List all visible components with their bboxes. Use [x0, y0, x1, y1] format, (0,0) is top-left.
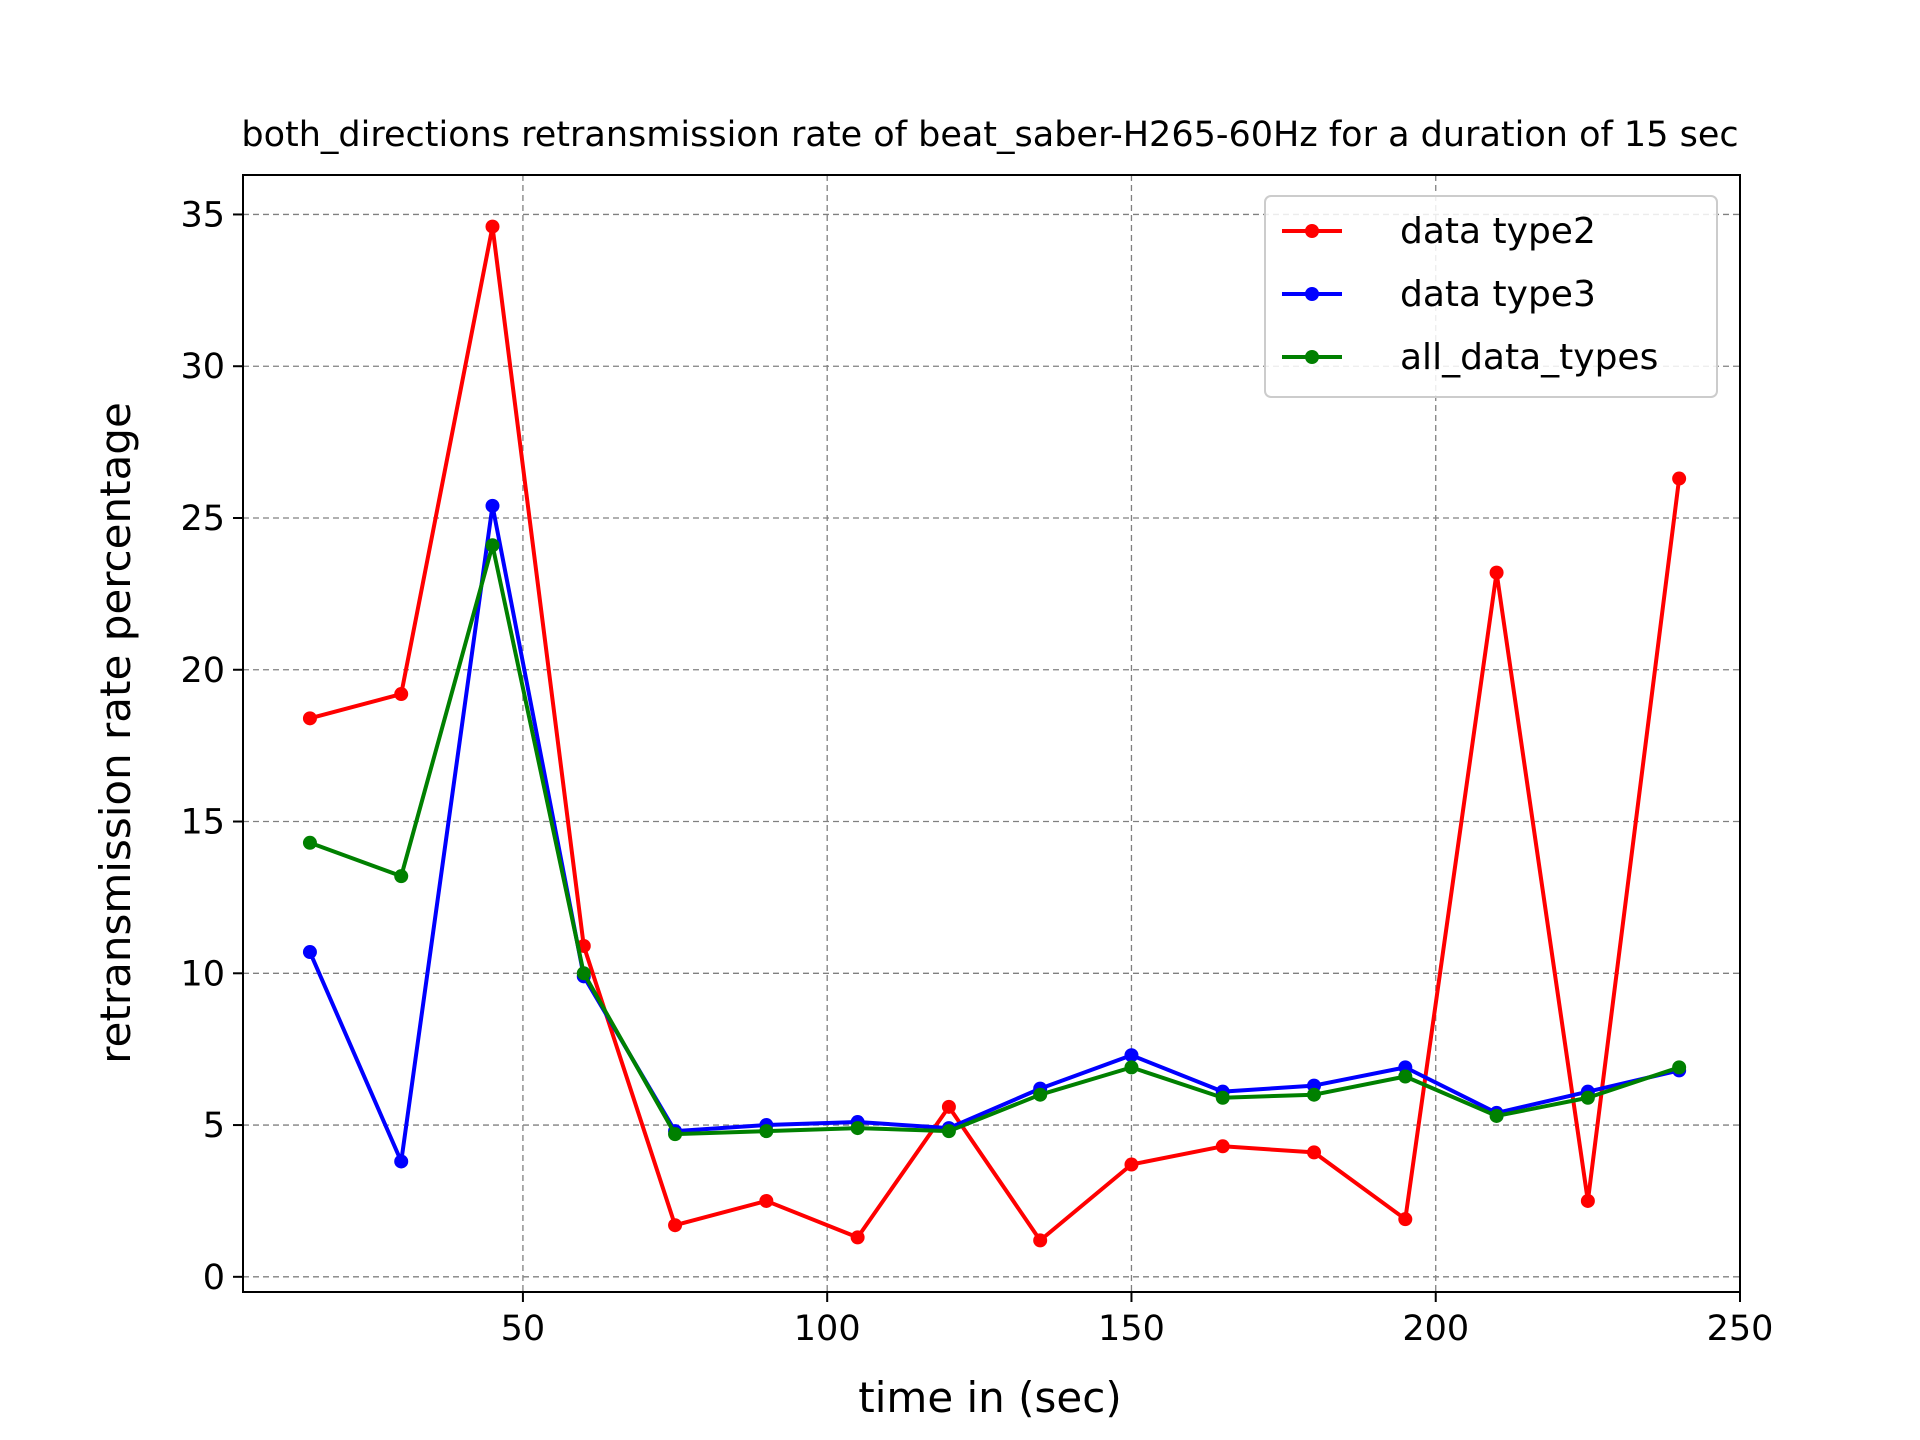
legend-swatch-marker: [1305, 350, 1319, 364]
data-point-data-type2: [1215, 1139, 1230, 1154]
y-tick-label: 25: [180, 499, 225, 539]
data-point-data-type2: [485, 219, 500, 234]
data-point-data-type2: [850, 1230, 865, 1245]
legend-label: data type3: [1400, 274, 1596, 315]
plot-frame: [242, 174, 1741, 1293]
x-tick-label: 100: [794, 1309, 861, 1349]
data-point-all-data-types: [394, 869, 409, 884]
data-point-all-data-types: [1580, 1090, 1595, 1105]
series-line-all-data-types: [309, 543, 1680, 1137]
data-point-data-type2: [941, 1099, 956, 1114]
x-tick-label: 50: [501, 1309, 546, 1349]
data-point-all-data-types: [302, 835, 317, 850]
series-line-data-type2: [309, 224, 1682, 1243]
legend-swatch-marker: [1305, 224, 1319, 238]
data-point-data-type2: [1124, 1157, 1139, 1172]
y-tick-label: 5: [203, 1106, 225, 1146]
data-point-data-type2: [759, 1193, 774, 1208]
data-point-data-type2: [1307, 1145, 1322, 1160]
data-point-data-type2: [1398, 1212, 1413, 1227]
series-all-data-types: [302, 538, 1687, 1142]
y-tick-label: 0: [203, 1258, 225, 1298]
x-tick-label: 250: [1707, 1309, 1774, 1349]
data-point-data-type2: [1489, 565, 1504, 580]
data-point-all-data-types: [941, 1124, 956, 1139]
tick-layer: 50 100 150 200 250 0 5 10 15 20 25 30 35: [180, 195, 1773, 1349]
data-point-data-type2: [394, 687, 409, 702]
data-point-all-data-types: [1489, 1108, 1504, 1123]
x-axis-label: time in (sec): [858, 1373, 1121, 1422]
x-tick-label: 200: [1402, 1309, 1469, 1349]
data-point-data-type2: [1580, 1193, 1595, 1208]
data-point-all-data-types: [1124, 1060, 1139, 1075]
x-tick-label: 150: [1098, 1309, 1165, 1349]
data-point-all-data-types: [759, 1124, 774, 1139]
data-point-data-type2: [1033, 1233, 1048, 1248]
data-point-data-type3: [1124, 1048, 1139, 1063]
data-point-data-type3: [302, 945, 317, 960]
data-point-all-data-types: [1398, 1069, 1413, 1084]
data-point-all-data-types: [485, 538, 500, 553]
data-point-all-data-types: [1033, 1087, 1048, 1102]
legend-label: data type2: [1400, 211, 1596, 252]
data-point-all-data-types: [1307, 1087, 1322, 1102]
legend: data type2 data type3 all_data_types: [1264, 195, 1718, 398]
data-point-data-type2: [1672, 471, 1687, 486]
legend-box: [1264, 195, 1718, 398]
y-tick-label: 35: [180, 195, 225, 235]
y-tick-label: 15: [180, 803, 225, 843]
data-point-all-data-types: [576, 966, 591, 981]
series-line-data-type3: [308, 503, 1680, 1164]
data-point-data-type2: [302, 711, 317, 726]
legend-items: data type2 data type3 all_data_types: [1282, 211, 1658, 378]
data-point-all-data-types: [850, 1121, 865, 1136]
legend-label: all_data_types: [1400, 337, 1658, 378]
data-point-data-type2: [668, 1218, 683, 1233]
chart-title: both_directions retransmission rate of b…: [241, 115, 1738, 155]
y-tick-label: 20: [180, 651, 225, 691]
data-point-data-type3: [394, 1154, 409, 1169]
data-point-all-data-types: [668, 1127, 683, 1142]
legend-swatch-marker: [1305, 287, 1319, 301]
data-point-all-data-types: [1215, 1090, 1230, 1105]
y-tick-label: 10: [180, 954, 225, 994]
series-data-type2: [302, 219, 1687, 1248]
data-point-data-type3: [485, 498, 500, 513]
y-axis-label: retransmission rate percentage: [91, 402, 140, 1064]
data-point-all-data-types: [1672, 1060, 1687, 1075]
series-layer: [302, 219, 1687, 1248]
y-tick-label: 30: [180, 347, 225, 387]
